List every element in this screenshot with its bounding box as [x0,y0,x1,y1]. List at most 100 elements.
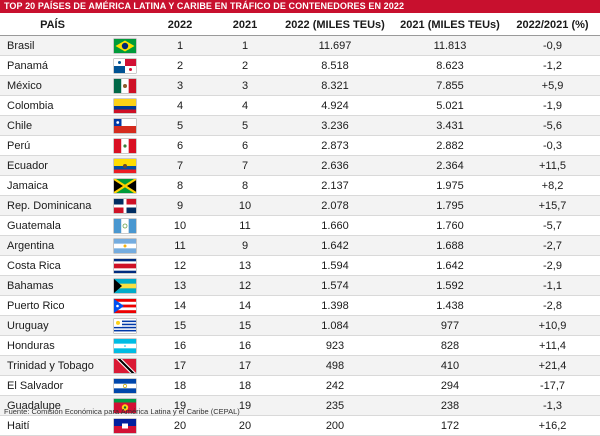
change-percent: +10,9 [505,315,600,336]
country-name: Puerto Rico [0,295,105,316]
teu-2022: 8.321 [275,75,395,96]
teu-2022: 1.084 [275,315,395,336]
table-row: México 3 3 8.321 7.855 +5,9 [0,75,600,96]
rank-2021: 7 [215,155,275,176]
teu-2022: 498 [275,355,395,376]
header-country: PAÍS [0,15,105,36]
header-change: 2022/2021 (%) [505,15,600,36]
rank-2022: 15 [145,315,215,336]
table-row: Rep. Dominicana 9 10 2.078 1.795 +15,7 [0,195,600,216]
change-percent: -2,7 [505,235,600,256]
rank-2022: 12 [145,255,215,276]
change-percent: -0,3 [505,135,600,156]
table-title: TOP 20 PAÍSES DE AMÉRICA LATINA Y CARIBE… [0,0,600,13]
country-name: Costa Rica [0,255,105,276]
change-percent: +5,9 [505,75,600,96]
country-name: Ecuador [0,155,105,176]
rank-2021: 15 [215,315,275,336]
source-note: Fuente: Comisión Económica para América … [4,407,240,416]
teu-2022: 4.924 [275,95,395,116]
colombia-flag-icon [114,98,136,113]
trinidad-and-tobago-flag-icon [114,358,136,373]
teu-2021: 977 [395,315,505,336]
rank-2021: 17 [215,355,275,376]
rank-2022: 9 [145,195,215,216]
teu-2022: 8.518 [275,55,395,76]
teu-2022: 1.574 [275,275,395,296]
change-percent: -1,1 [505,275,600,296]
header-rank-2021: 2021 [215,15,275,36]
jamaica-flag-icon [114,178,136,193]
rank-2022: 8 [145,175,215,196]
header-flag [105,15,145,36]
header-rank-2022: 2022 [145,15,215,36]
table-row: Perú 6 6 2.873 2.882 -0,3 [0,135,600,156]
rank-2022: 19 [145,395,215,416]
brazil-flag-icon [114,38,136,53]
mexico-flag-icon [114,78,136,93]
teu-2022: 1.642 [275,235,395,256]
change-percent: -5,6 [505,115,600,136]
table-row: Honduras 16 16 923 828 +11,4 [0,335,600,356]
teu-2021: 1.438 [395,295,505,316]
teu-2022: 1.398 [275,295,395,316]
table-row: El Salvador 18 18 242 294 -17,7 [0,375,600,396]
country-name: Jamaica [0,175,105,196]
teu-2022: 242 [275,375,395,396]
country-name: Guatemala [0,215,105,236]
rank-2022: 4 [145,95,215,116]
teu-2022: 2.873 [275,135,395,156]
el-salvador-flag-icon [114,378,136,393]
teu-2021: 410 [395,355,505,376]
teu-2021: 1.592 [395,275,505,296]
rank-2021: 6 [215,135,275,156]
rank-2022: 3 [145,75,215,96]
table-row: Argentina 11 9 1.642 1.688 -2,7 [0,235,600,256]
teu-2022: 235 [275,395,395,416]
teu-2022: 2.137 [275,175,395,196]
table-row: Brasil 1 1 11.697 11.813 -0,9 [0,35,600,56]
guadeloupe-flag-icon [114,398,136,413]
change-percent: +8,2 [505,175,600,196]
teu-2022: 1.660 [275,215,395,236]
teu-2021: 1.642 [395,255,505,276]
change-percent: -17,7 [505,375,600,396]
change-percent: +21,4 [505,355,600,376]
teu-2021: 5.021 [395,95,505,116]
uruguay-flag-icon [114,318,136,333]
country-name: Colombia [0,95,105,116]
country-name: México [0,75,105,96]
peru-flag-icon [114,138,136,153]
table-row: Guatemala 10 11 1.660 1.760 -5,7 [0,215,600,236]
rank-2021: 4 [215,95,275,116]
rank-2021: 3 [215,75,275,96]
teu-2021: 1.795 [395,195,505,216]
rank-2021: 5 [215,115,275,136]
rank-2022: 10 [145,215,215,236]
rank-2022: 13 [145,275,215,296]
teu-2021: 294 [395,375,505,396]
change-percent: +11,4 [505,335,600,356]
teu-2021: 1.760 [395,215,505,236]
table-row: Panamá 2 2 8.518 8.623 -1,2 [0,55,600,76]
rank-2021: 12 [215,275,275,296]
change-percent: -2,8 [505,295,600,316]
country-name: Panamá [0,55,105,76]
change-percent: -1,9 [505,95,600,116]
rank-2021: 10 [215,195,275,216]
chile-flag-icon [114,118,136,133]
rank-2021: 18 [215,375,275,396]
honduras-flag-icon [114,338,136,353]
table-row: Guadalupe 19 19 235 238 -1,3 [0,395,600,416]
table-row: Bahamas 13 12 1.574 1.592 -1,1 [0,275,600,296]
teu-2022: 923 [275,335,395,356]
country-name: Chile [0,115,105,136]
rank-2021: 13 [215,255,275,276]
rank-2022: 16 [145,335,215,356]
rank-2022: 7 [145,155,215,176]
teu-2022: 2.636 [275,155,395,176]
table-row: Chile 5 5 3.236 3.431 -5,6 [0,115,600,136]
country-name: Uruguay [0,315,105,336]
table-row: Uruguay 15 15 1.084 977 +10,9 [0,315,600,336]
teu-2021: 1.688 [395,235,505,256]
